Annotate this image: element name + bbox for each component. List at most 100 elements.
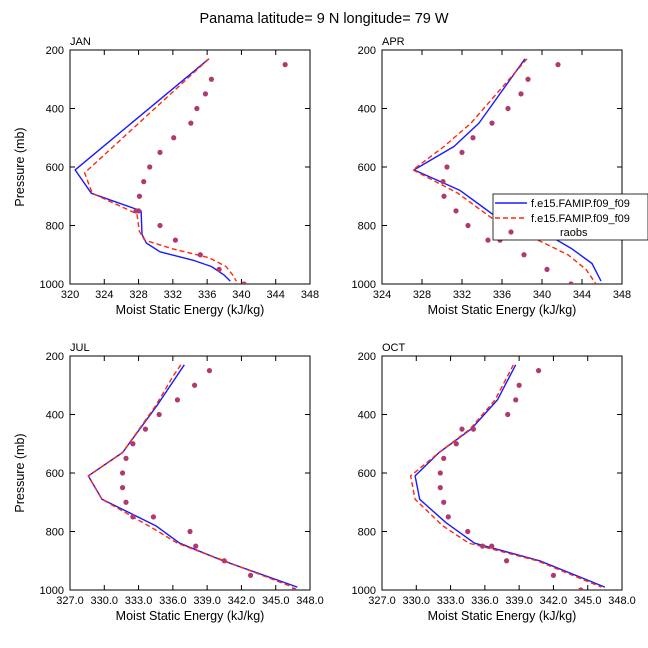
- panel-jan: JAN 320 324 328 332 336 340 344 348 200 400 600 800 1…: [13, 36, 319, 317]
- raobs-marker: [130, 441, 136, 447]
- x-tick-label: 330.0: [403, 595, 431, 607]
- x-tick-label: 336: [198, 289, 216, 301]
- raobs-marker: [188, 120, 194, 126]
- x-tick-label: 336.0: [159, 595, 187, 607]
- raobs-marker: [123, 455, 129, 461]
- raobs-marker: [157, 222, 163, 229]
- y-tick-label: 400: [46, 410, 64, 422]
- raobs-marker: [123, 499, 129, 505]
- raobs-marker: [518, 91, 524, 97]
- x-tick-label: 344: [267, 289, 285, 301]
- raobs-marker: [156, 411, 162, 418]
- raobs-marker: [465, 222, 471, 229]
- legend-label-raobs: raobs: [560, 227, 588, 239]
- legend-label-model-a: f.e15.FAMIP.f09_f09: [531, 198, 630, 210]
- x-axis-title: Moist Static Energy (kJ/kg): [116, 303, 265, 317]
- raobs-marker: [241, 281, 247, 284]
- series-line-dashed: [87, 364, 294, 588]
- raobs-marker: [206, 368, 213, 374]
- x-axis-title: Moist Static Energy (kJ/kg): [428, 609, 577, 623]
- x-tick-label: 339.0: [193, 595, 221, 607]
- raobs-marker: [489, 543, 495, 549]
- raobs-marker: [135, 208, 142, 214]
- raobs-marker: [437, 485, 443, 491]
- raobs-marker: [147, 164, 153, 170]
- panel-label: JAN: [70, 36, 91, 48]
- raobs-marker: [470, 135, 476, 141]
- y-tick-label: 600: [358, 162, 376, 174]
- y-tick-label: 200: [358, 45, 376, 57]
- raobs-marker: [521, 252, 527, 258]
- x-tick-label: 332: [453, 289, 471, 301]
- y-tick-label: 800: [46, 221, 64, 233]
- raobs-marker: [291, 587, 297, 590]
- raobs-marker: [187, 528, 193, 535]
- plot-frame: [69, 49, 311, 285]
- raobs-marker: [282, 62, 288, 68]
- raobs-marker: [444, 164, 450, 170]
- raobs-marker: [505, 411, 511, 418]
- raobs-marker: [470, 426, 477, 432]
- raobs-marker: [489, 120, 495, 126]
- y-tick-label: 200: [358, 351, 376, 363]
- raobs-marker: [130, 514, 136, 520]
- raobs-marker: [525, 76, 531, 82]
- raobs-marker: [453, 441, 459, 447]
- plot-frame: [69, 355, 311, 591]
- figure-title: Panama latitude= 9 N longitude= 79 W: [199, 11, 448, 27]
- x-tick-label: 330.0: [91, 595, 119, 607]
- y-tick-label: 600: [46, 468, 64, 480]
- x-tick-label: 345.0: [574, 595, 602, 607]
- series-line-dashed: [83, 58, 237, 282]
- x-tick-label: 336.0: [471, 595, 499, 607]
- raobs-marker: [440, 179, 446, 185]
- raobs-marker: [142, 426, 149, 432]
- raobs-marker: [191, 382, 198, 388]
- series-line-solid: [74, 58, 231, 282]
- x-tick-label: 327.0: [368, 595, 396, 607]
- raobs-marker: [453, 208, 459, 214]
- raobs-marker: [513, 397, 519, 403]
- x-tick-label: 320: [61, 289, 79, 301]
- y-tick-label: 800: [358, 221, 376, 233]
- x-tick-label: 332: [164, 289, 182, 301]
- raobs-marker: [247, 572, 254, 578]
- raobs-marker: [516, 382, 522, 388]
- y-tick-label: 1000: [40, 279, 64, 291]
- y-tick-label: 800: [358, 527, 376, 539]
- raobs-marker: [437, 470, 443, 476]
- y-tick-label: 1000: [40, 585, 64, 597]
- y-tick-label: 200: [46, 45, 64, 57]
- x-tick-label: 336: [493, 289, 511, 301]
- y-tick-label: 200: [46, 351, 64, 363]
- y-tick-label: 1000: [352, 585, 376, 597]
- series-line-solid: [87, 364, 298, 588]
- raobs-marker: [136, 193, 143, 199]
- raobs-marker: [479, 543, 486, 549]
- plot-area: [409, 364, 606, 590]
- x-tick-label: 339.0: [505, 595, 533, 607]
- raobs-marker: [119, 470, 126, 476]
- raobs-marker: [157, 149, 163, 155]
- panel-label: APR: [382, 36, 405, 48]
- y-tick-label: 600: [46, 162, 64, 174]
- y-tick-label: 600: [358, 468, 376, 480]
- x-tick-label: 333.0: [437, 595, 465, 607]
- x-tick-label: 345.0: [262, 595, 290, 607]
- raobs-marker: [221, 558, 227, 564]
- plot-area: [74, 58, 288, 284]
- series-line-dashed: [409, 364, 602, 588]
- x-tick-label: 327.0: [56, 595, 84, 607]
- x-tick-label: 328: [129, 289, 147, 301]
- legend-swatch-raobs: [508, 229, 514, 235]
- series-line-dashed: [412, 58, 597, 284]
- y-axis-title: Pressure (mb): [13, 433, 27, 512]
- series-line-solid: [414, 364, 606, 588]
- raobs-marker: [193, 543, 199, 549]
- raobs-marker: [171, 135, 177, 141]
- raobs-marker: [208, 76, 215, 82]
- panel-label: OCT: [382, 342, 406, 354]
- x-tick-label: 328: [413, 289, 431, 301]
- x-axis-title: Moist Static Energy (kJ/kg): [428, 303, 577, 317]
